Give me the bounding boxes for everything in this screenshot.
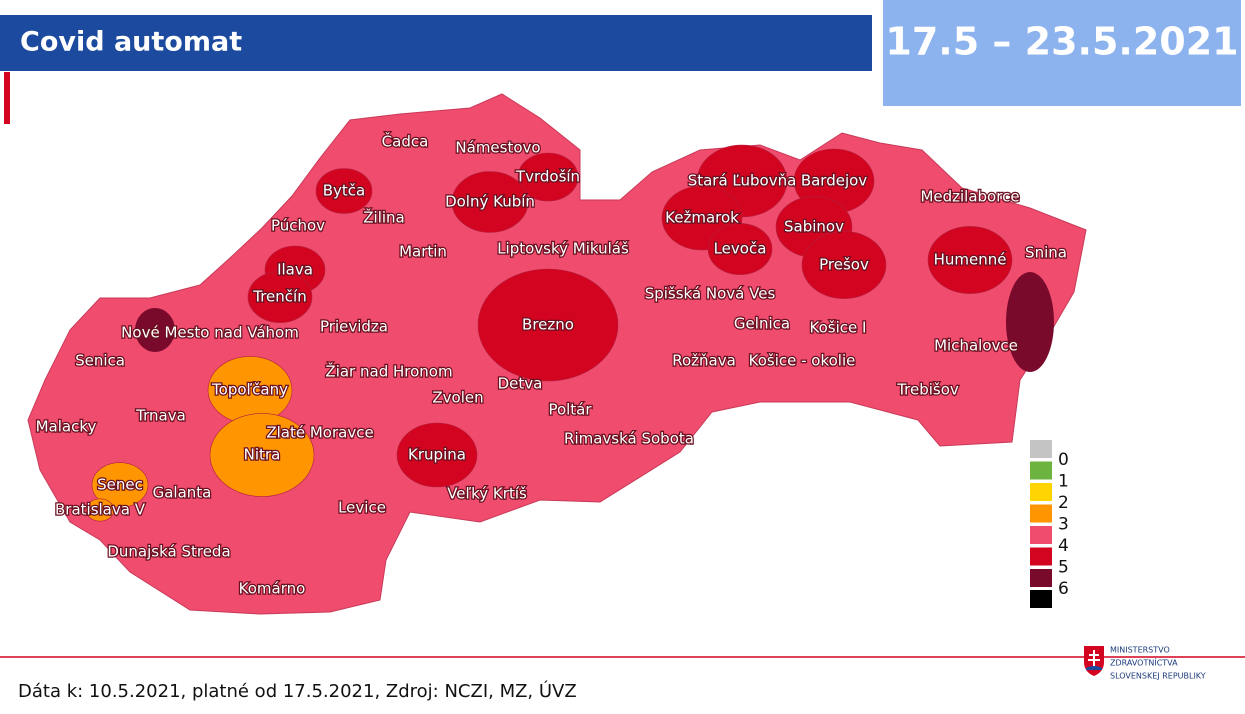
district-label: Stará Ľubovňa <box>688 172 797 190</box>
district-label: Bardejov <box>801 172 867 190</box>
district <box>451 171 529 233</box>
district-label: Trebišov <box>896 381 959 399</box>
district-label: Kežmarok <box>665 209 739 227</box>
district-label: Košice I <box>810 319 867 337</box>
district-label: Levoča <box>714 240 767 258</box>
legend-swatch <box>1030 547 1052 566</box>
district-label: Dolný Kubín <box>445 193 535 211</box>
date-box <box>883 0 1241 106</box>
legend-swatch <box>1030 569 1052 587</box>
district-label: Gelnica <box>734 315 790 333</box>
district-label: Zvolen <box>432 389 483 407</box>
district-label: Bytča <box>323 182 366 200</box>
district <box>91 462 149 508</box>
district <box>396 422 478 488</box>
district-label: Púchov <box>271 217 325 235</box>
logo-line: MINISTERSTVO <box>1110 646 1170 655</box>
district-label: Spišská Nová Ves <box>645 285 776 303</box>
district <box>801 231 887 299</box>
district-label: Medzilaborce <box>920 188 1019 206</box>
title: Covid automat <box>20 27 242 58</box>
district-label: Prešov <box>819 256 869 274</box>
legend-label: 6 <box>1058 579 1069 599</box>
district-label: Tvrdošín <box>515 168 580 186</box>
district-label: Prievidza <box>320 318 388 336</box>
logo-line: ZDRAVOTNÍCTVA <box>1110 657 1178 668</box>
district <box>85 498 115 522</box>
legend-swatch <box>1030 526 1052 544</box>
district-label: Veľký Krtíš <box>447 485 527 503</box>
district-label: Detva <box>498 375 543 393</box>
district <box>247 271 313 323</box>
district-label: Dunajská Streda <box>107 543 230 561</box>
district <box>517 152 579 202</box>
district <box>707 223 773 275</box>
district-label: Trnava <box>135 407 186 425</box>
district-label: Senica <box>75 352 125 370</box>
district <box>927 226 1013 294</box>
legend-swatch <box>1030 440 1052 458</box>
district-label: Snina <box>1025 244 1067 262</box>
district-label: Poltár <box>548 401 592 419</box>
footer-source: Dáta k: 10.5.2021, platné od 17.5.2021, … <box>18 680 577 702</box>
district-label: Nové Mesto nad Váhom <box>121 324 299 342</box>
legend-swatch <box>1030 483 1052 501</box>
district <box>209 413 315 497</box>
district-label: Nitra <box>244 446 281 464</box>
district <box>315 168 373 214</box>
district-label: Brezno <box>522 316 574 334</box>
legend-swatch <box>1030 461 1052 480</box>
district-label: Senec <box>97 476 143 494</box>
district-patch <box>1006 272 1054 372</box>
legend-label: 2 <box>1058 493 1069 513</box>
legend-label: 1 <box>1058 472 1069 492</box>
legend-label: 5 <box>1058 558 1069 578</box>
district-label: Zlaté Moravce <box>266 424 373 442</box>
map: Čadca Námestovo Tvrdošín Bytča Žilina Dolný K… <box>27 93 1087 615</box>
legend-label: 4 <box>1058 536 1069 556</box>
district-label: Liptovský Mikuláš <box>497 240 629 258</box>
logo-line: SLOVENSKEJ REPUBLIKY <box>1110 672 1206 681</box>
district-label: Košice - okolie <box>749 352 856 370</box>
district-label: Topoľčany <box>211 381 288 399</box>
district-label: Krupina <box>408 446 466 464</box>
district-label: Humenné <box>934 251 1007 269</box>
legend-swatch <box>1030 504 1052 523</box>
accent-bar <box>4 72 10 124</box>
district-label: Rožňava <box>672 352 736 370</box>
district-label: Sabinov <box>784 218 844 236</box>
district-label: Malacky <box>36 418 97 436</box>
district <box>477 268 619 382</box>
district-patch <box>135 308 175 352</box>
coat-cross <box>1088 650 1100 668</box>
legend-label: 3 <box>1058 515 1069 535</box>
legend-label: 0 <box>1058 450 1069 470</box>
district-label: Trenčín <box>252 288 306 306</box>
district-label: Ilava <box>277 261 313 279</box>
date-range: 17.5 – 23.5.2021 <box>885 20 1238 64</box>
district-label: Michalovce <box>934 337 1018 355</box>
district-label: Žiar nad Hronom <box>325 362 452 381</box>
district-label: Galanta <box>153 484 212 502</box>
district-label: Žilina <box>363 208 404 227</box>
legend-swatch <box>1030 590 1052 608</box>
district-label: Čadca <box>382 132 429 151</box>
district-label: Námestovo <box>455 139 540 157</box>
district-label: Bratislava V <box>55 501 146 519</box>
district-label: Levice <box>338 499 386 517</box>
district-label: Komárno <box>239 580 306 598</box>
header-bar <box>0 15 872 71</box>
coat-hills <box>1086 666 1102 670</box>
district-label: Martin <box>399 243 447 261</box>
district-label: Rimavská Sobota <box>564 430 694 448</box>
